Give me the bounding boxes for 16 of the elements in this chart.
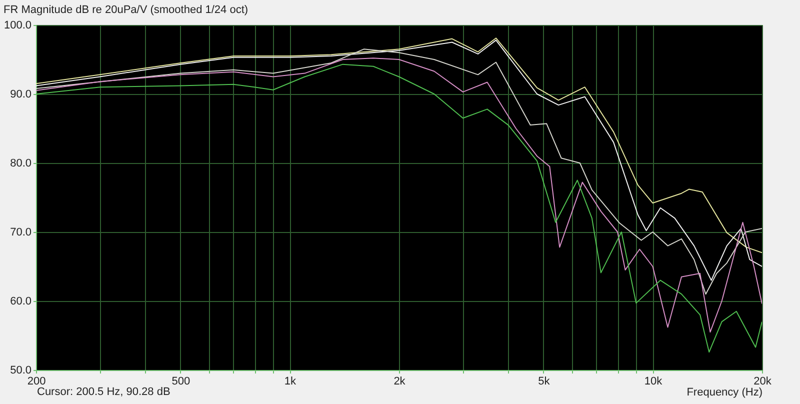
chart-title: FR Magnitude dB re 20uPa/V (smoothed 1/24 oct) <box>3 4 248 16</box>
x-tick-label: 1k <box>284 376 297 388</box>
y-tick-label: 80.0 <box>10 158 32 170</box>
x-axis-title: Frequency (Hz) <box>686 386 762 398</box>
y-tick-label: 90.0 <box>10 88 32 100</box>
y-tick-label: 60.0 <box>10 296 32 308</box>
y-tick-label: 50.0 <box>10 364 32 376</box>
x-tick-label: 5k <box>538 376 550 388</box>
x-tick-label: 20k <box>754 376 772 388</box>
x-tick-label: 500 <box>172 376 190 388</box>
y-tick-label: 70.0 <box>10 226 32 238</box>
x-tick-label: 2k <box>394 376 406 388</box>
x-tick-label: 10k <box>644 376 663 388</box>
y-tick-label: 100.0 <box>4 20 32 32</box>
x-tick-label: 200 <box>27 376 46 388</box>
text: Cursor: 200.5 Hz, 90.28 dB <box>37 386 170 398</box>
